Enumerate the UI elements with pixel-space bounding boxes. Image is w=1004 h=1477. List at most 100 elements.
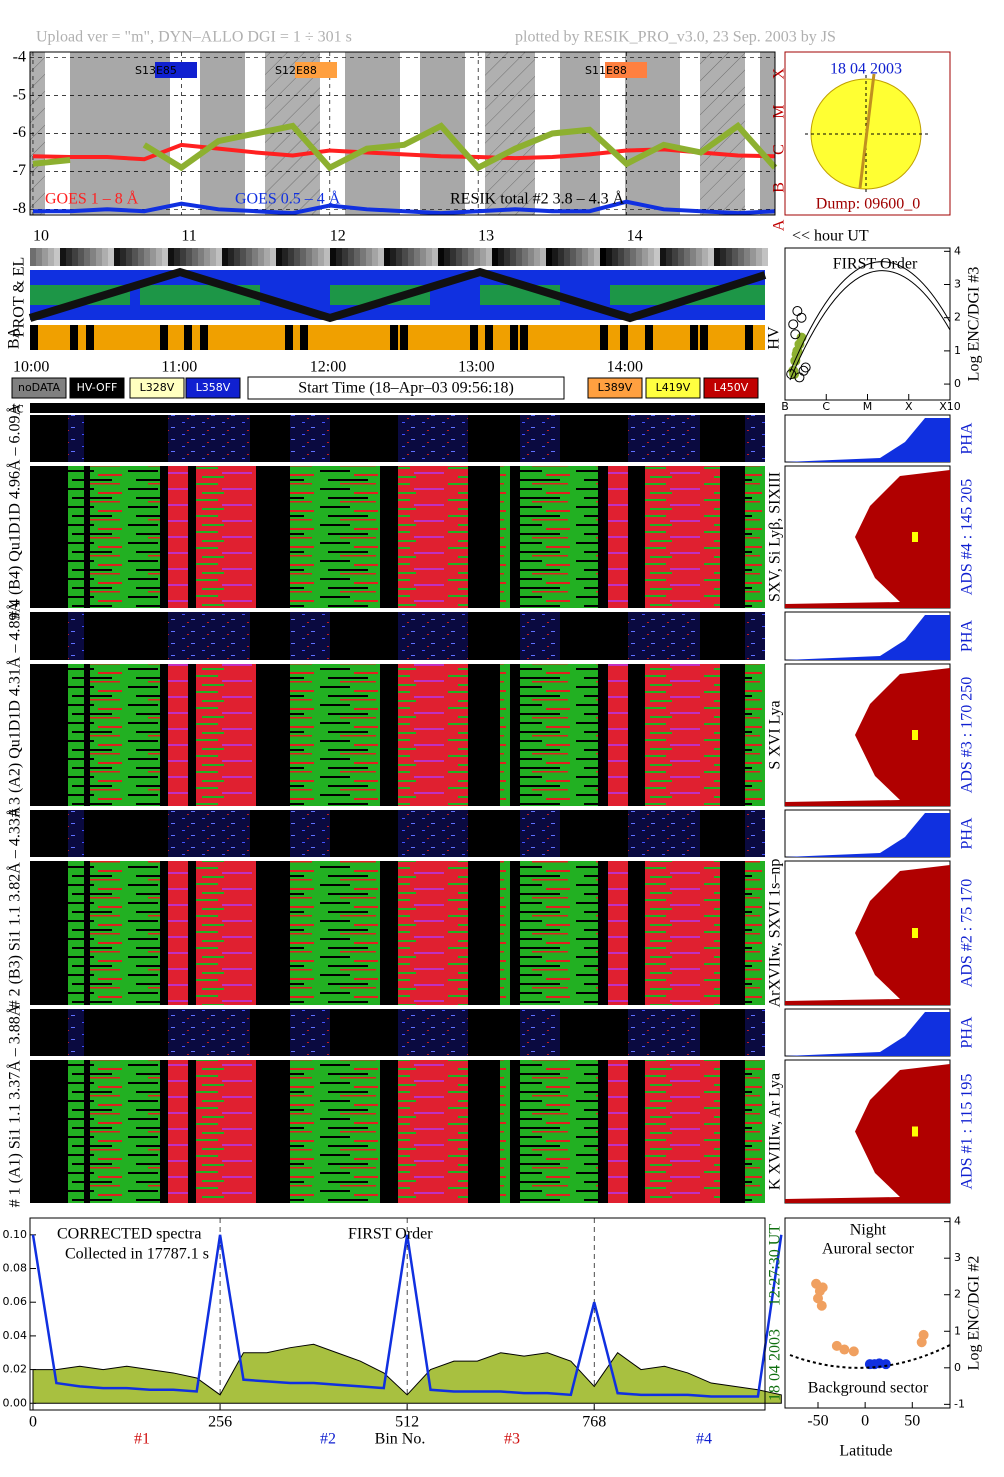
y-tick-label: 0.06 xyxy=(3,1295,28,1308)
channel-label: # 3 (A2) Qu1D1D 4.31Å – 4.89Å xyxy=(6,601,24,817)
tc-label: tc xyxy=(12,400,24,417)
ads-hist xyxy=(785,470,950,608)
legend-label: L358V xyxy=(196,381,231,394)
spectrogram-gap xyxy=(160,861,168,1005)
prot-strip xyxy=(702,248,708,266)
y-tick-label: 0 xyxy=(954,1361,961,1374)
scatter-point xyxy=(918,1329,929,1340)
scatter-point xyxy=(790,329,801,340)
prot-strip xyxy=(426,248,432,266)
pha-block xyxy=(290,810,330,857)
ba-gap xyxy=(470,325,478,350)
prot-strip xyxy=(708,248,714,266)
prot-strip xyxy=(282,248,288,266)
hour-label: 14 xyxy=(627,228,643,245)
x-tick-label: M xyxy=(863,400,873,413)
prot-strip xyxy=(408,248,414,266)
prot-strip xyxy=(264,248,270,266)
panel-frame xyxy=(784,1217,951,1409)
eclipse-band xyxy=(30,52,45,215)
prot-strip xyxy=(378,248,384,266)
x-tick-label: X10 xyxy=(939,400,961,413)
y-axis-label: Log ENC/DGI #3 xyxy=(966,267,983,382)
prot-strip xyxy=(30,248,36,266)
prot-strip xyxy=(666,248,672,266)
ba-gap xyxy=(390,325,398,350)
annotation-box xyxy=(605,62,647,78)
x-tick-label: 256 xyxy=(208,1414,232,1431)
scatter-point xyxy=(798,365,809,376)
spectrogram-block xyxy=(608,861,628,1005)
annotation-box xyxy=(295,62,337,78)
spectrogram-gap xyxy=(598,1060,608,1203)
prot-strip xyxy=(738,248,744,266)
prot-strip xyxy=(276,248,282,266)
prot-strip xyxy=(510,248,516,266)
ads-label: ADS #3 : 170 250 xyxy=(959,677,976,793)
prot-strip xyxy=(462,248,468,266)
class-label: A xyxy=(771,219,788,231)
panel-frame xyxy=(29,1217,766,1411)
prot-strip xyxy=(504,248,510,266)
prot-strip xyxy=(624,248,630,266)
tc-strip xyxy=(30,403,765,413)
y-tick-label: -7 xyxy=(13,162,26,179)
prot-strip xyxy=(744,248,750,266)
pha-block xyxy=(290,415,330,462)
pha-block xyxy=(628,810,700,857)
spectrogram-gap xyxy=(30,466,68,608)
pha-block xyxy=(398,612,468,660)
prot-strip xyxy=(492,248,498,266)
spectrogram-gap xyxy=(84,664,90,806)
sun-date: 18 04 2003 xyxy=(830,61,902,78)
x-tick-label: 0 xyxy=(29,1414,37,1431)
prot-strip xyxy=(90,248,96,266)
prot-strip xyxy=(318,248,324,266)
prot-strip xyxy=(498,248,504,266)
pha-block xyxy=(68,810,84,857)
legend-swatch xyxy=(185,377,241,399)
threshold-curve xyxy=(789,1344,951,1369)
prot-strip xyxy=(720,248,726,266)
panel-text: Background sector xyxy=(808,1380,929,1397)
note: FIRST Order xyxy=(348,1226,433,1243)
spectrogram-block xyxy=(196,664,256,806)
spectrogram-block xyxy=(645,1060,720,1203)
prot-strip xyxy=(402,248,408,266)
spectrogram-gap xyxy=(598,861,608,1005)
prot-strip xyxy=(630,248,636,266)
prot-strip xyxy=(366,248,372,266)
prot-label: PROT & EL xyxy=(11,257,28,338)
ba-gap xyxy=(300,325,308,350)
pha-block xyxy=(168,810,250,857)
note: Collected in 17787.1 s xyxy=(65,1246,209,1263)
prot-strip xyxy=(396,248,402,266)
time-label: 13:00 xyxy=(458,359,494,376)
legend-label: HV-OFF xyxy=(77,381,118,394)
x-tick-label: 50 xyxy=(904,1413,920,1430)
spectrogram-block xyxy=(168,1060,188,1203)
pha-block xyxy=(520,810,560,857)
x-tick-label: B xyxy=(781,400,789,413)
prot-strip xyxy=(714,248,720,266)
lines-label: K XVIIIw, Ar Lya xyxy=(767,1073,784,1190)
prot-strip xyxy=(66,248,72,266)
pha-block xyxy=(68,612,84,660)
prot-strip xyxy=(438,248,444,266)
prot-strip xyxy=(606,248,612,266)
prot-strip xyxy=(132,248,138,266)
y-axis-label: Log ENC/DGI #2 xyxy=(966,1256,983,1371)
hour-label: 11 xyxy=(181,228,196,245)
x-tick-label: C xyxy=(822,400,830,413)
prot-strip xyxy=(84,248,90,266)
prot-strip xyxy=(144,248,150,266)
spectrogram-gap xyxy=(598,664,608,806)
pha-block xyxy=(628,612,700,660)
pha-label: PHA xyxy=(959,1016,976,1048)
prot-strip xyxy=(600,248,606,266)
prot-strip xyxy=(216,248,222,266)
spectrogram-block xyxy=(398,466,468,608)
prot-strip xyxy=(534,248,540,266)
spectrogram-block xyxy=(608,1060,628,1203)
spectrogram-block xyxy=(645,664,720,806)
